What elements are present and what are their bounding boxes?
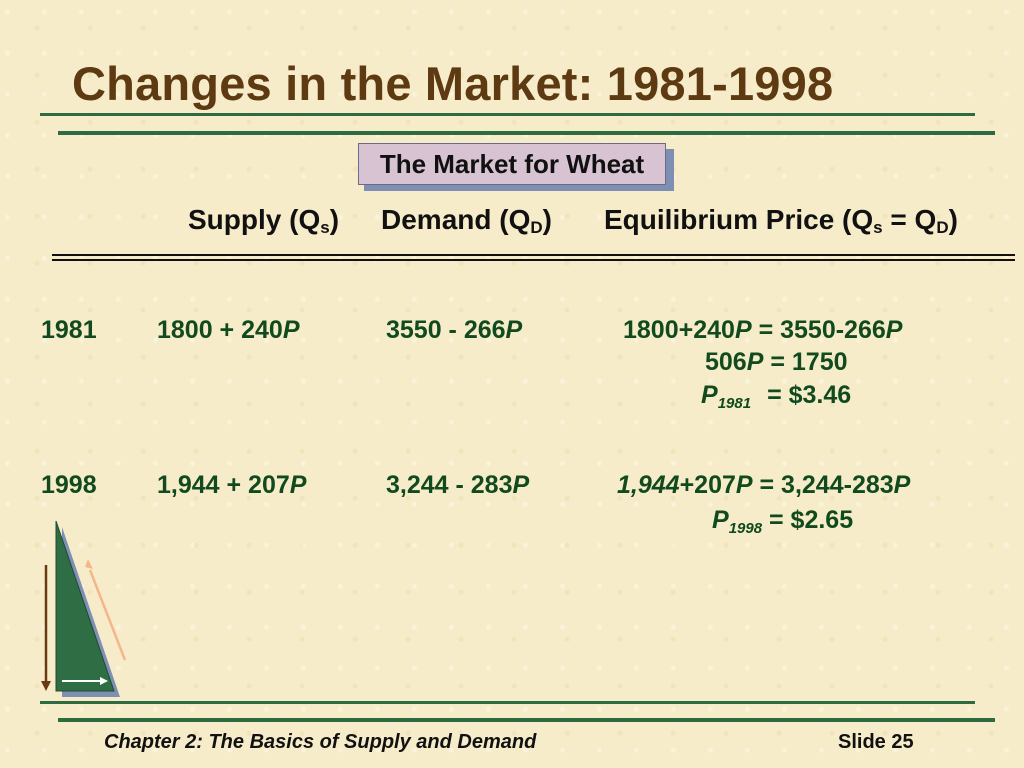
decorative-triangle-graphic	[41, 520, 127, 697]
market-title-label: The Market for Wheat	[379, 148, 645, 179]
equation-1981-line1: 1800+240P = 3550-266P	[623, 316, 903, 344]
green-triangle	[55, 520, 115, 692]
header-equilibrium: Equilibrium Price (Qs = QD)	[604, 204, 958, 237]
equation-1981-line2: 506P = 1750	[705, 348, 848, 376]
header-demand: Demand (QD)	[381, 204, 552, 237]
supply-1981: 1800 + 240P	[157, 316, 300, 344]
bottom-divider-1	[40, 701, 975, 704]
supply-1998: 1,944 + 207P	[157, 471, 307, 499]
header-double-rule-2	[52, 259, 1015, 261]
slide-number: Slide 25	[838, 731, 914, 753]
equilibrium-price-1981: P1981 = $3.46	[701, 381, 852, 412]
bottom-divider-2	[58, 718, 995, 722]
header-supply: Supply (Qs)	[188, 204, 340, 237]
diagonal-arrow-line	[88, 569, 127, 661]
year-1981: 1981	[41, 316, 97, 344]
equation-1998-line1: 1,944+207P = 3,244-283P	[617, 471, 911, 499]
down-arrow-head	[41, 681, 51, 691]
right-arrow-head	[100, 677, 108, 685]
top-divider-2	[58, 131, 995, 135]
market-title-box: The Market for Wheat	[358, 143, 666, 185]
slide-title: Changes in the Market: 1981-1998	[72, 57, 834, 110]
diagonal-arrow-head	[85, 559, 93, 569]
equilibrium-price-1998: P1998 = $2.65	[712, 506, 854, 537]
header-double-rule-1	[52, 254, 1015, 256]
top-divider-1	[40, 113, 975, 116]
demand-1998: 3,244 - 283P	[386, 471, 530, 499]
demand-1981: 3550 - 266P	[386, 316, 523, 344]
year-1998: 1998	[41, 471, 97, 499]
footer-chapter: Chapter 2: The Basics of Supply and Dema…	[104, 731, 537, 753]
